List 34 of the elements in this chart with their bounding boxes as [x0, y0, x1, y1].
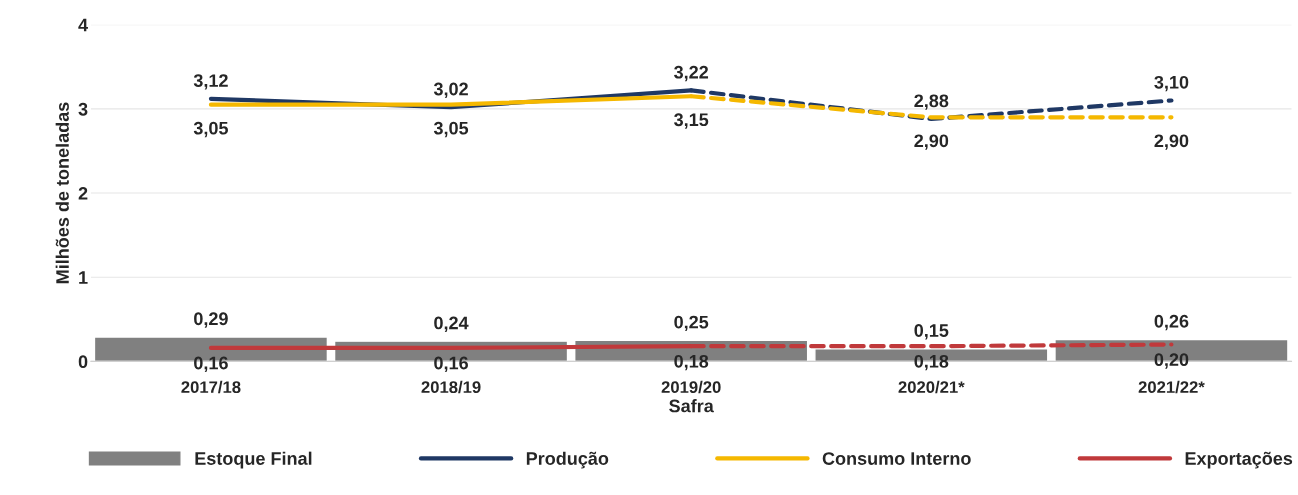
y-axis-title: Milhões de toneladas [55, 102, 69, 284]
y-tick-label: 3 [78, 102, 88, 116]
x-tick-label: 2017/18 [181, 380, 241, 394]
data-label: 3,05 [433, 121, 469, 138]
y-tick-label: 0 [78, 355, 88, 369]
data-label: 3,10 [1154, 75, 1189, 92]
x-tick-label: 2019/20 [661, 380, 721, 394]
x-tick-label: 2018/19 [421, 380, 481, 394]
data-label: 3,15 [674, 113, 709, 129]
data-label: 3,12 [193, 74, 228, 90]
legend-label: Produção [526, 451, 609, 469]
data-label: 0,20 [1154, 353, 1189, 369]
data-label: 0,26 [1154, 314, 1189, 331]
data-label: 2,88 [914, 94, 949, 110]
legend-label: Consumo Interno [822, 452, 971, 465]
x-tick-label: 2020/21* [898, 380, 965, 394]
data-label: 0,16 [194, 356, 228, 373]
legend-label: Estoque Final [195, 451, 312, 469]
data-label: 0,16 [434, 356, 468, 373]
data-label: 3,02 [433, 82, 468, 99]
data-label: 2,90 [1154, 134, 1189, 150]
data-label: 0,25 [674, 315, 709, 332]
x-axis-title: Safra [669, 399, 714, 413]
data-label: 3,05 [193, 121, 228, 138]
data-label: 0,24 [434, 316, 469, 332]
y-tick-label: 1 [79, 271, 88, 284]
x-tick-label: 2021/22* [1138, 380, 1205, 394]
data-label: 2,90 [914, 134, 949, 150]
data-label: 3,22 [674, 65, 709, 82]
data-label: 0,15 [914, 324, 949, 340]
data-label: 0,29 [194, 312, 228, 328]
legend-label: Exportações [1185, 451, 1293, 469]
y-tick-label: 4 [78, 18, 88, 32]
y-tick-label: 2 [78, 186, 88, 200]
